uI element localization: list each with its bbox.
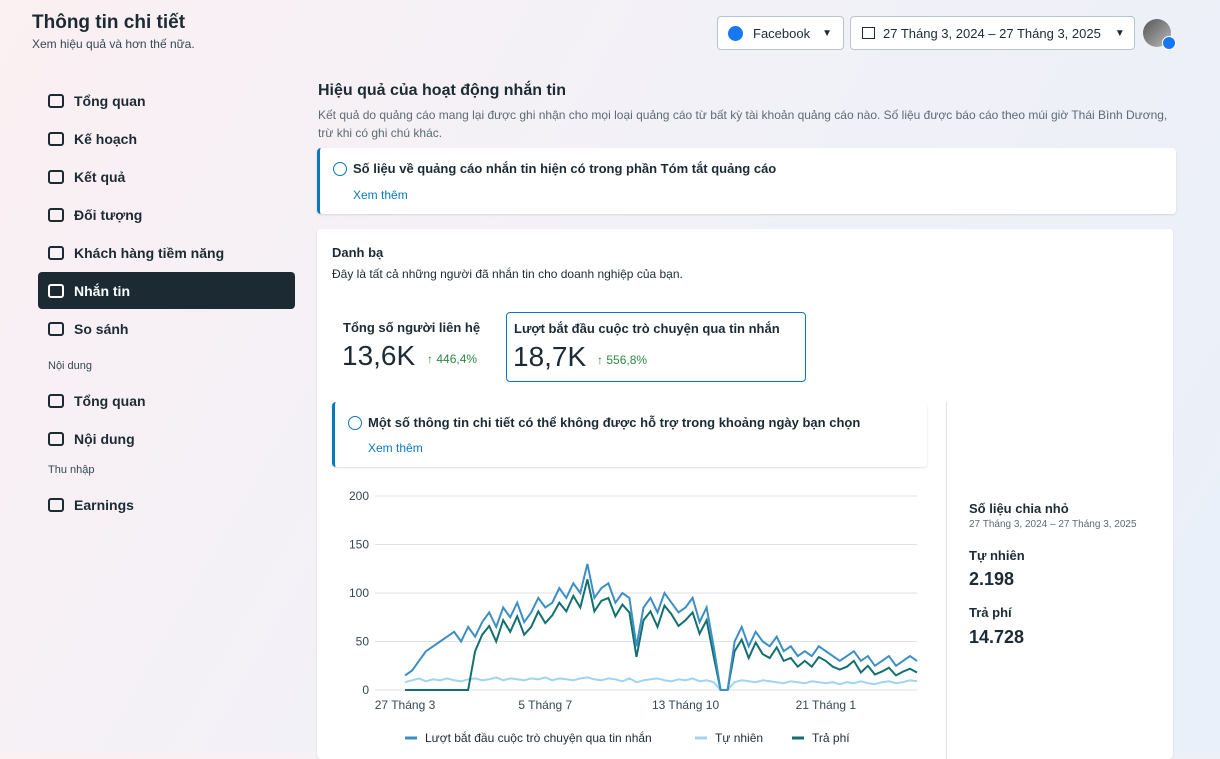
nav-icon (48, 393, 64, 408)
nav-label: Kế hoạch (74, 130, 138, 147)
nav-group-label: Thu nhập (48, 464, 95, 476)
nav-item[interactable]: Đối tượng (38, 196, 295, 233)
y-tick-label: 0 (362, 683, 369, 697)
nav-icon (48, 245, 64, 260)
section-title: Hiệu quả của hoạt động nhắn tin (318, 82, 566, 99)
nav-icon (48, 93, 64, 108)
notice-link[interactable]: Xem thêm (353, 188, 408, 202)
nav-item[interactable]: Earnings (38, 486, 295, 523)
metric-change: ↑ 446,4% (427, 352, 478, 366)
info-icon (348, 416, 362, 430)
metric-value: 13,6K (342, 340, 416, 371)
info-icon (333, 162, 347, 176)
nav-label: Earnings (74, 496, 134, 513)
nav-item[interactable]: Kế hoạch (38, 120, 295, 157)
date-range-label: 27 Tháng 3, 2024 – 27 Tháng 3, 2025 (883, 25, 1101, 41)
warning-text: Một số thông tin chi tiết có thể không đ… (368, 415, 861, 430)
page-title: Thông tin chi tiết (32, 12, 186, 33)
metric-label: Lượt bắt đầu cuộc trò chuyện qua tin nhắ… (514, 321, 780, 336)
nav-group-label: Nội dung (48, 360, 93, 372)
nav-item[interactable]: Khách hàng tiềm năng (38, 234, 295, 271)
y-tick-label: 150 (349, 538, 369, 552)
nav-label: Kết quả (74, 168, 126, 185)
metric-change: ↑ 556,8% (597, 353, 648, 367)
breakdown-label: Tự nhiên (969, 548, 1025, 563)
breakdown-date: 27 Tháng 3, 2024 – 27 Tháng 3, 2025 (969, 519, 1137, 530)
line-chart: 0 50 100 150 200 27 Tháng 3 5 Tháng 7 13 Tháng … (349, 489, 918, 745)
y-tick-label: 50 (356, 635, 370, 649)
warning-link[interactable]: Xem thêm (368, 441, 423, 455)
nav-item[interactable]: Nhắn tin (38, 272, 295, 309)
metric[interactable]: Tổng số người liên hệ 13,6K ↑ 446,4% (335, 312, 505, 382)
platform-select[interactable]: Facebook ▼ (717, 16, 844, 50)
dropdown-arrow: ▼ (822, 27, 832, 39)
avatar-badge (1162, 36, 1176, 50)
nav-label: Nội dung (74, 430, 135, 447)
data-line (405, 579, 918, 691)
date-range-select[interactable]: 27 Tháng 3, 2024 – 27 Tháng 3, 2025 ▼ (850, 16, 1135, 50)
nav-item[interactable]: So sánh (38, 310, 295, 347)
calendar-icon (862, 27, 875, 39)
nav-icon (48, 169, 64, 184)
facebook-icon (728, 25, 743, 41)
x-tick-label: 5 Tháng 7 (518, 698, 572, 712)
nav-icon (48, 283, 64, 298)
nav-label: Tổng quan (74, 392, 146, 409)
nav-label: Tổng quan (74, 92, 146, 109)
notice-card: Số liệu về quảng cáo nhắn tin hiện có tr… (317, 148, 1176, 214)
nav-icon (48, 431, 64, 446)
legend-label: Tự nhiên (715, 731, 763, 745)
x-tick-label: 21 Tháng 1 (796, 698, 857, 712)
section-description: Kết quả do quảng cáo mang lại được ghi n… (318, 108, 1168, 140)
metric-change-value: 556,8% (606, 353, 648, 367)
breakdown-label: Trả phí (969, 605, 1012, 620)
nav-item[interactable]: Tổng quan (38, 82, 295, 119)
legend-label: Lượt bắt đầu cuộc trò chuyện qua tin nhắ… (425, 730, 652, 745)
contacts-card: Danh bạ Đây là tất cả những người đã nhắ… (317, 229, 1173, 759)
metric[interactable]: Lượt bắt đầu cuộc trò chuyện qua tin nhắ… (506, 312, 806, 382)
nav-icon (48, 497, 64, 512)
y-tick-label: 100 (349, 586, 369, 600)
nav-icon (48, 321, 64, 336)
metric-label: Tổng số người liên hệ (343, 320, 481, 335)
dropdown-arrow: ▼ (1114, 27, 1125, 39)
nav-item[interactable]: Nội dung (38, 420, 295, 457)
data-line (404, 676, 918, 691)
platform-label: Facebook (753, 25, 811, 41)
nav-label: So sánh (74, 320, 129, 337)
x-tick-label: 27 Tháng 3 (375, 698, 436, 712)
breakdown-value: 14.728 (969, 627, 1025, 647)
nav-icon (48, 207, 64, 222)
metric-value: 18,7K (513, 341, 587, 372)
breakdown-value: 2.198 (969, 569, 1015, 589)
nav-label: Nhắn tin (74, 282, 130, 299)
x-tick-label: 13 Tháng 10 (652, 698, 719, 712)
nav-icon (48, 131, 64, 146)
notice-text: Số liệu về quảng cáo nhắn tin hiện có tr… (353, 161, 777, 176)
nav-label: Khách hàng tiềm năng (74, 244, 225, 261)
metric-change-value: 446,4% (436, 352, 478, 366)
y-tick-label: 200 (349, 489, 369, 503)
contacts-description: Đây là tất cả những người đã nhắn tin ch… (332, 267, 683, 281)
data-line (404, 563, 918, 691)
divider (946, 402, 947, 759)
nav-item[interactable]: Tổng quan (38, 382, 295, 419)
breakdown-title: Số liệu chia nhỏ (969, 501, 1069, 516)
warning-card: Một số thông tin chi tiết có thể không đ… (332, 402, 927, 467)
page-subtitle: Xem hiệu quả và hơn thế nữa. (32, 37, 195, 51)
nav-item[interactable]: Kết quả (38, 158, 295, 195)
legend-label: Trả phí (812, 731, 850, 745)
contacts-title: Danh bạ (332, 245, 384, 260)
nav-label: Đối tượng (74, 206, 143, 223)
